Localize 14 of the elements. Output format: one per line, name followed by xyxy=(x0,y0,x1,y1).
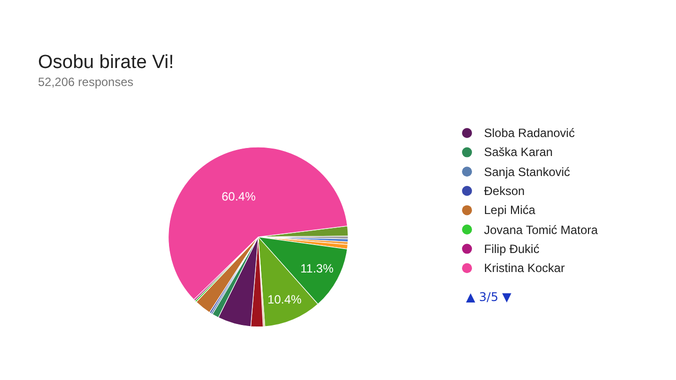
data-label: 10.4% xyxy=(268,292,302,307)
chart-title: Osobu birate Vi! xyxy=(38,52,174,73)
legend-label: Jovana Tomić Matora xyxy=(484,223,598,237)
text: ▲ 3/5 ▼ xyxy=(466,290,512,304)
legend-label: Lepi Mića xyxy=(484,203,536,217)
data-label: 11.3% xyxy=(300,261,334,276)
legend-label: Filip Đukić xyxy=(484,242,540,256)
legend-label: Kristina Kockar xyxy=(484,261,565,275)
legend-label: Saška Karan xyxy=(484,145,553,159)
legend-label: Sanja Stanković xyxy=(484,165,570,179)
legend-label: Đekson xyxy=(484,184,525,198)
legend-label: Sloba Radanović xyxy=(484,126,575,140)
chart-subtitle: 52,206 responses xyxy=(38,75,134,89)
data-label: 60.4% xyxy=(222,189,256,204)
